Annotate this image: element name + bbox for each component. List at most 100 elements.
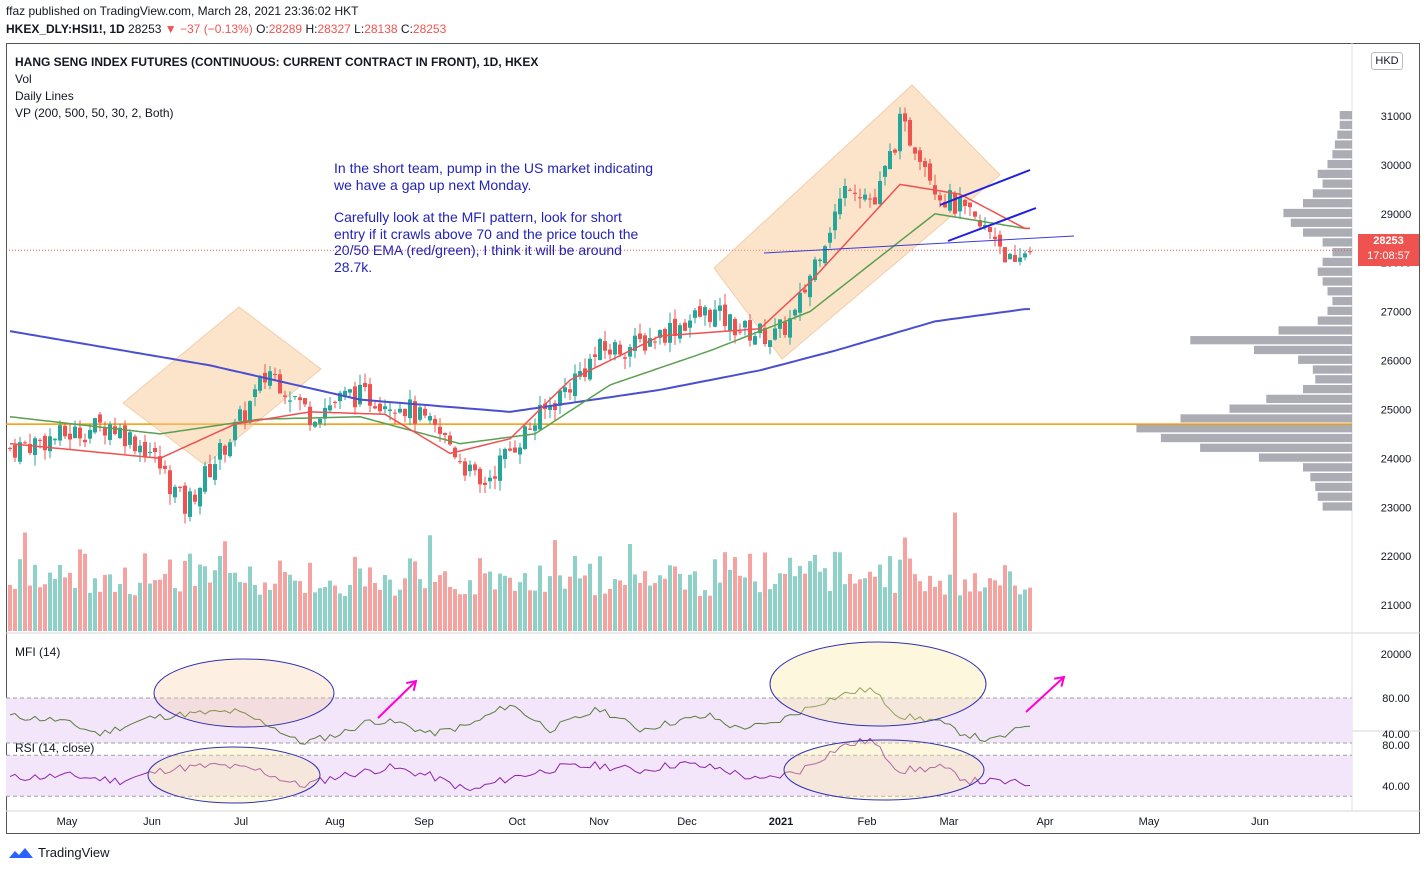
volume-bar (978, 591, 982, 631)
candle-body (338, 392, 342, 402)
candle-body (773, 328, 777, 340)
arrow-head (406, 679, 418, 691)
price-tick-label: 23000 (1381, 502, 1412, 514)
volume-bar (93, 578, 97, 631)
currency-badge[interactable]: HKD (1371, 52, 1403, 70)
candle-body (8, 447, 12, 449)
candle-body (873, 197, 877, 205)
volume-bar (18, 559, 22, 631)
volume-bar (643, 571, 647, 631)
candle-body (248, 401, 252, 423)
candle-body (753, 336, 757, 345)
volume-bar (953, 512, 957, 631)
volume-bar (303, 592, 307, 631)
candle-body (443, 432, 447, 435)
volume-profile-bar (1322, 277, 1352, 286)
candle-body (638, 333, 642, 339)
volume-bar (273, 583, 277, 631)
candle-body (623, 357, 627, 359)
rsi-line (9, 737, 1031, 792)
candle-body (908, 119, 912, 146)
candle-body (928, 163, 932, 181)
volume-bar (878, 564, 882, 631)
candle-body (688, 320, 692, 328)
volume-bar (353, 556, 357, 631)
candle-body (143, 441, 147, 457)
candle-body (658, 330, 662, 338)
volume-profile-bar (1266, 394, 1352, 404)
volume-profile-bar (1334, 140, 1352, 149)
volume-bar (893, 593, 897, 631)
candle-body (433, 418, 437, 425)
candle-body (428, 416, 432, 421)
candle-body (548, 405, 552, 410)
price-tick-label: 20000 (1381, 649, 1412, 661)
candle-body (288, 400, 292, 402)
chart-frame (6, 43, 1420, 834)
candle-body (253, 389, 257, 397)
volume-bar (183, 561, 187, 631)
candle-body (113, 426, 117, 435)
volume-bar (68, 572, 72, 631)
ema50-line (9, 213, 1030, 445)
close-label: C: (400, 22, 413, 36)
candle-body (83, 439, 87, 443)
volume-bar (78, 549, 82, 631)
wedge-upper-line (939, 169, 1031, 206)
candle-body (858, 197, 862, 199)
volume-bar (113, 591, 117, 631)
candle-body (503, 448, 507, 460)
candle-body (983, 225, 987, 227)
candle-body (1008, 253, 1012, 260)
volume-bar (443, 571, 447, 631)
price-tick-label: 25000 (1381, 404, 1412, 416)
volume-bar (993, 580, 997, 631)
volume-profile-bar (1303, 228, 1352, 237)
last-price-value: 28253 (1373, 235, 1404, 247)
chart-canvas[interactable]: 20000 21000 22000 23000 24000 25000 26000 27000… (6, 43, 1420, 834)
volume-bar (198, 564, 202, 631)
volume-bar (413, 561, 417, 631)
candle-body (293, 396, 297, 398)
volume-bar (13, 588, 17, 631)
volume-bar (8, 584, 12, 631)
time-tick-label: Jul (234, 816, 248, 828)
volume-bar (798, 565, 802, 631)
candle-body (1023, 253, 1027, 258)
last-price: 28253 (128, 22, 162, 36)
volume-bar (48, 572, 52, 631)
volume-bar (293, 580, 297, 631)
highlight-ellipse (147, 746, 321, 804)
candle-body (148, 452, 152, 454)
tradingview-brand[interactable]: TradingView (8, 845, 110, 860)
volume-bar (1008, 571, 1012, 631)
volume-bar (163, 573, 167, 631)
volume-bar (178, 591, 182, 631)
volume-bar (63, 577, 67, 631)
candle-body (563, 387, 567, 392)
candle-body (808, 275, 812, 298)
rsi-title: RSI (14, close) (15, 741, 95, 755)
candle-body (303, 398, 307, 405)
candle-body (73, 426, 77, 439)
legend-volume-profile: VP (200, 500, 50, 30, 2, Both) (15, 106, 174, 120)
candle-body (38, 439, 42, 441)
volume-bar (523, 573, 527, 631)
volume-bar (43, 584, 47, 631)
mfi-title: MFI (14) (15, 645, 61, 659)
volume-bar (628, 544, 632, 631)
candle-body (448, 435, 452, 445)
volume-bar (338, 593, 342, 631)
candle-body (188, 491, 192, 517)
candle-body (818, 259, 822, 262)
volume-bar (213, 570, 217, 631)
time-tick-label: May (57, 816, 78, 828)
volume-bar (558, 575, 562, 631)
candle-body (628, 347, 632, 357)
volume-bar (653, 583, 657, 631)
volume-bar (933, 586, 937, 631)
candle-body (843, 186, 847, 199)
volume-bar (683, 589, 687, 631)
volume-bar (173, 588, 177, 631)
volume-bar (503, 575, 507, 631)
